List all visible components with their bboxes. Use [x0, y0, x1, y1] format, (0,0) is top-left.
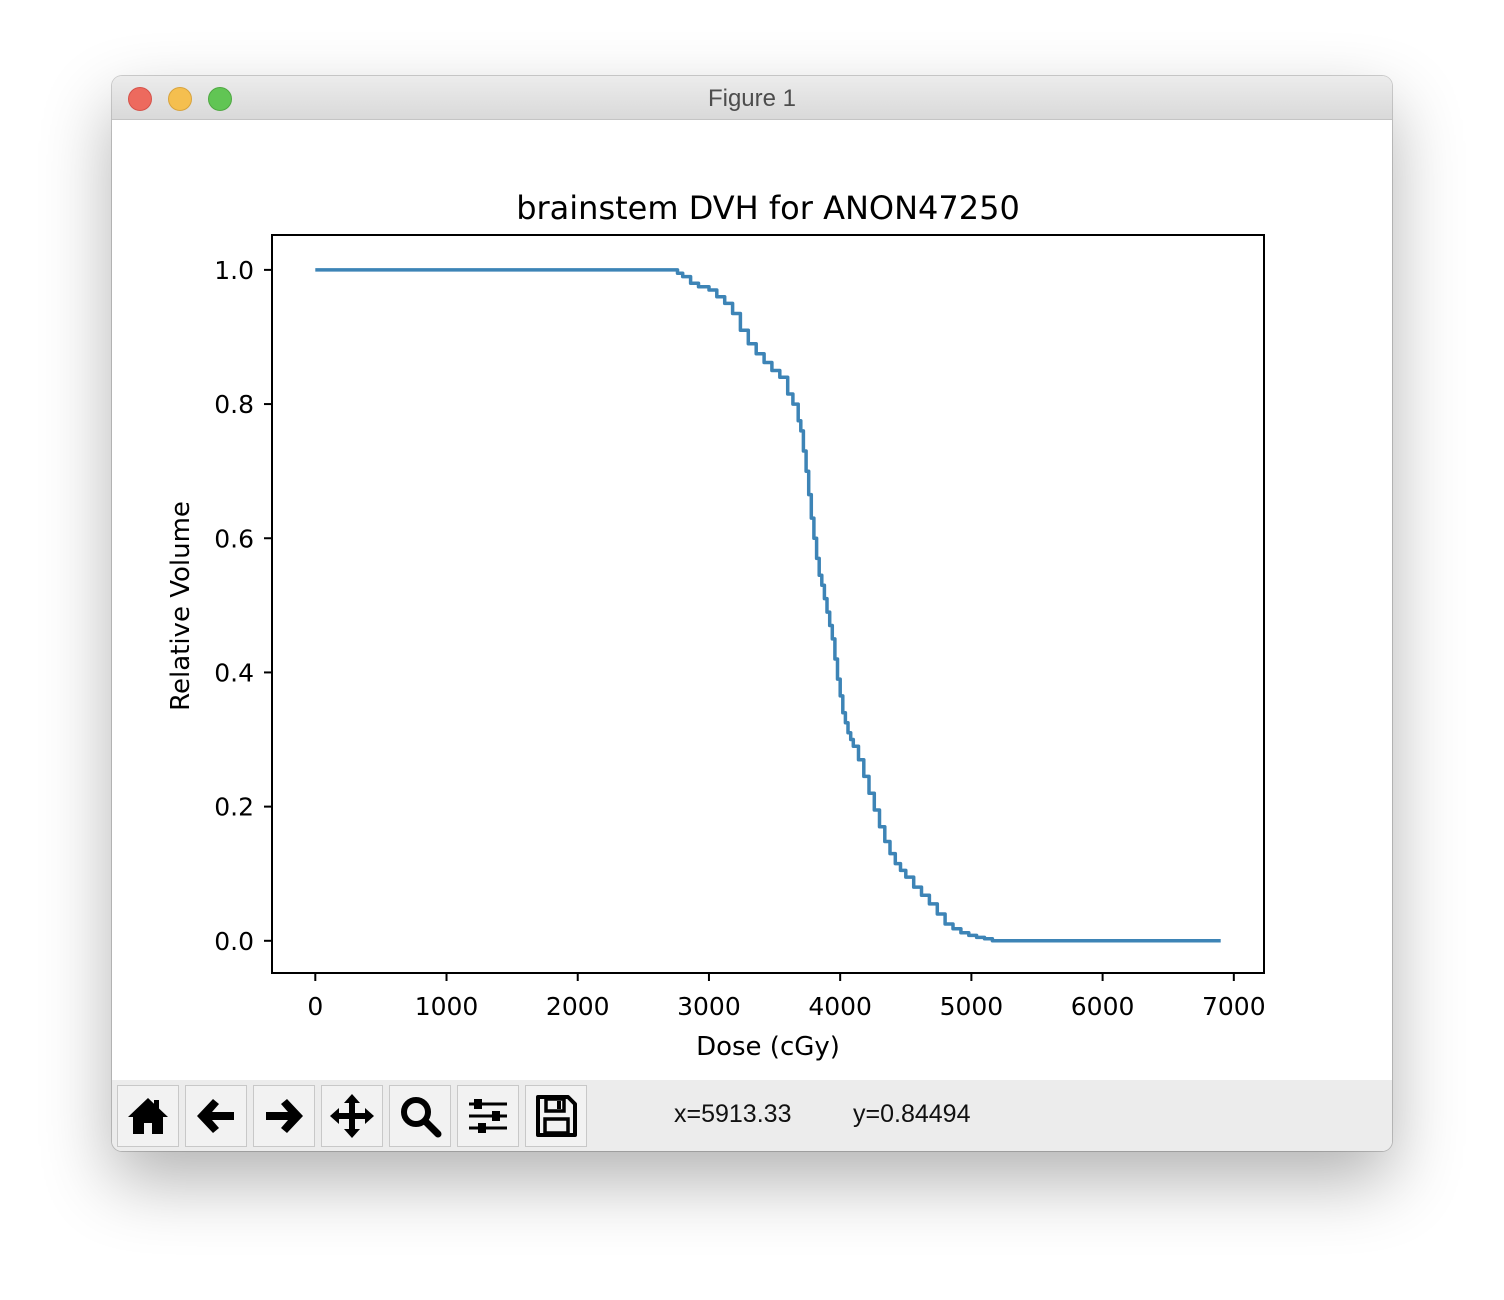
- close-button[interactable]: [128, 87, 152, 111]
- window-title: Figure 1: [707, 85, 797, 112]
- sliders-icon: [469, 1099, 507, 1133]
- x-tick-label: 0: [307, 992, 323, 1021]
- y-tick-label: 1.0: [214, 256, 254, 285]
- zoom-window-button[interactable]: [208, 87, 232, 111]
- back-button[interactable]: [185, 1085, 247, 1147]
- y-tick-label: 0.6: [214, 524, 254, 553]
- dvh-chart: 0 1000 2000 3000 4000 5000 6000 7000 0.0 0.2 0.4 0…: [166, 189, 1266, 1062]
- x-tick-label: 6000: [1071, 992, 1135, 1021]
- arrow-left-icon: [197, 1099, 234, 1133]
- dvh-series-line-0: [315, 268, 1221, 943]
- forward-button[interactable]: [253, 1085, 315, 1147]
- x-tick-label: 4000: [808, 992, 872, 1021]
- home-icon: [128, 1098, 168, 1134]
- y-tick-label: 0.0: [214, 927, 254, 956]
- cursor-y-readout: y=0.84494: [853, 1100, 971, 1128]
- x-tick-label: 5000: [940, 992, 1004, 1021]
- home-button[interactable]: [117, 1085, 179, 1147]
- x-tick-label: 2000: [546, 992, 610, 1021]
- arrow-right-icon: [266, 1099, 303, 1133]
- y-tick-label: 0.4: [214, 658, 254, 687]
- figure-window: Figure 1 0 1000 2000 3000 4000 5000 6000 7000 0…: [112, 76, 1392, 1151]
- x-tick-label: 7000: [1202, 992, 1266, 1021]
- configure-subplots-button[interactable]: [457, 1085, 519, 1147]
- save-button[interactable]: [525, 1085, 587, 1147]
- y-tick-label: 0.8: [214, 390, 254, 419]
- x-tick-label: 3000: [677, 992, 741, 1021]
- x-tick-label: 1000: [415, 992, 479, 1021]
- plot-canvas[interactable]: 0 1000 2000 3000 4000 5000 6000 7000 0.0 0.2 0.4 0…: [112, 120, 1392, 1080]
- navigation-toolbar: x=5913.33 y=0.84494: [112, 1080, 1392, 1151]
- x-axis-label: Dose (cGy): [696, 1032, 840, 1062]
- floppy-disk-icon: [536, 1095, 577, 1137]
- plot-frame: [271, 234, 1265, 974]
- pan-button[interactable]: [321, 1085, 383, 1147]
- y-tick-label: 0.2: [214, 793, 254, 822]
- y-axis-label: Relative Volume: [166, 501, 196, 711]
- title-bar[interactable]: Figure 1: [112, 76, 1392, 120]
- zoom-button[interactable]: [389, 1085, 451, 1147]
- cursor-x-readout: x=5913.33: [674, 1100, 792, 1128]
- chart-title: brainstem DVH for ANON47250: [516, 189, 1020, 227]
- minimize-button[interactable]: [168, 87, 192, 111]
- magnifier-icon: [401, 1097, 442, 1138]
- move-icon: [330, 1094, 374, 1138]
